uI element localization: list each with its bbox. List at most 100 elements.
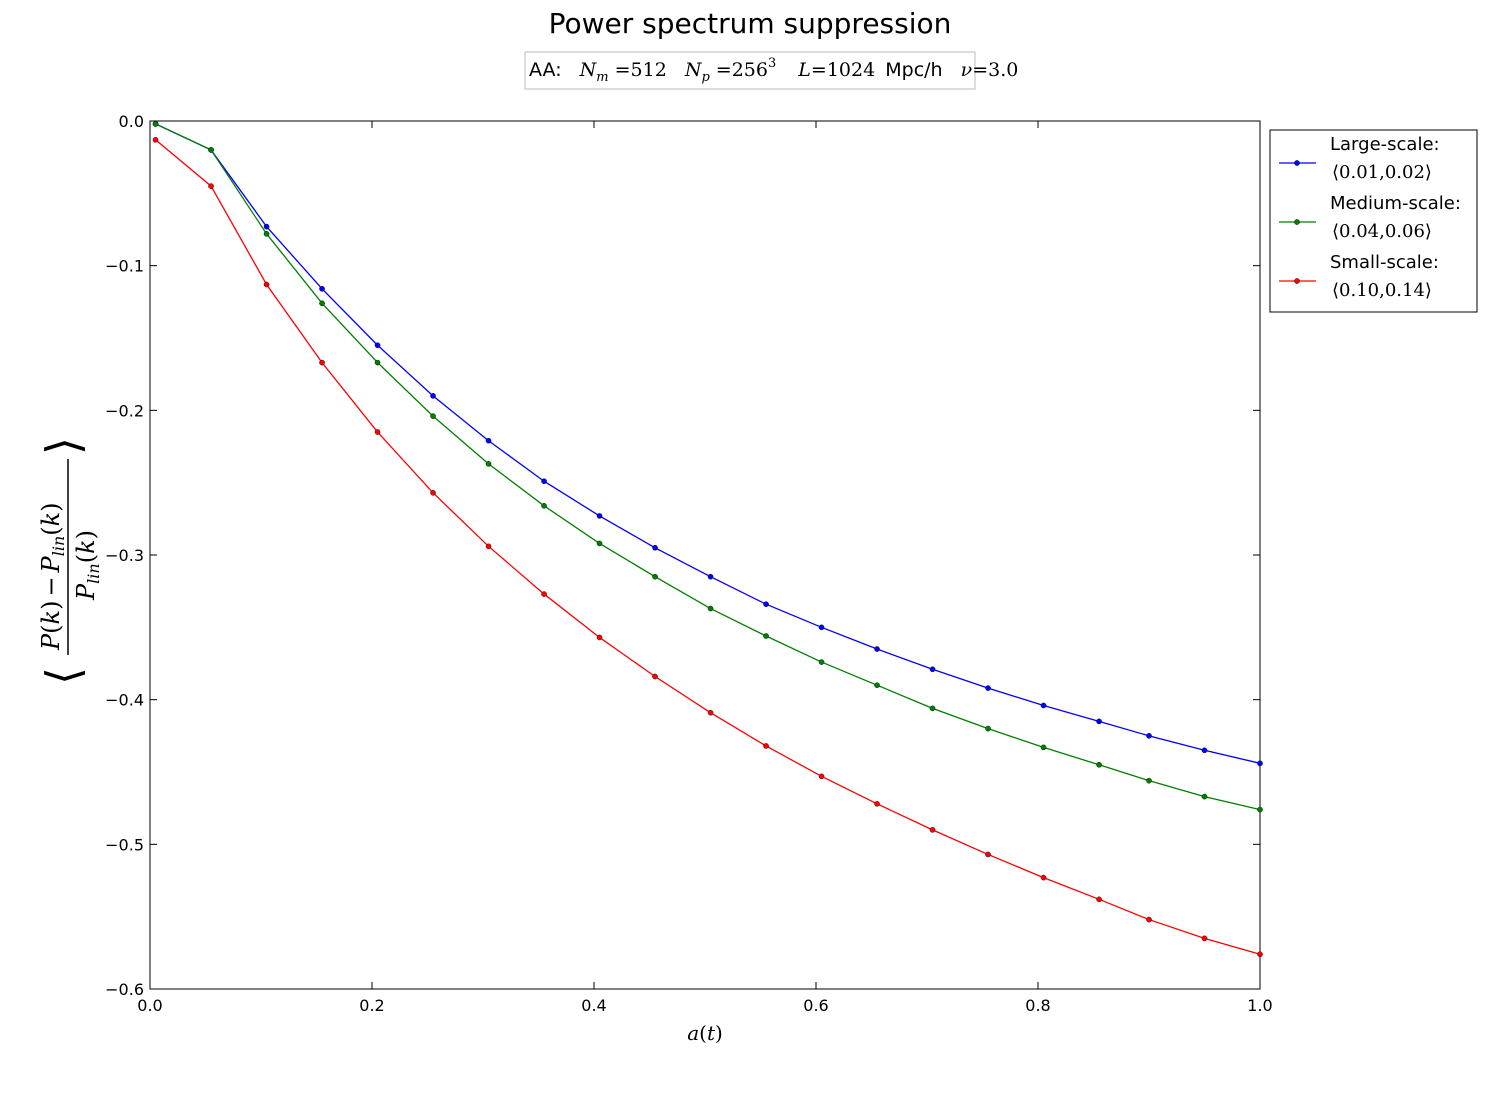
medium-scale-point — [374, 359, 381, 366]
small-scale-point — [929, 827, 936, 833]
small-scale-point — [374, 429, 381, 435]
legend-box — [1269, 129, 1478, 313]
large-scale-point — [874, 646, 880, 652]
y-tick-label: −0.1 — [105, 257, 144, 276]
medium-legend-marker — [1294, 219, 1300, 225]
y-tick-label: −0.6 — [105, 980, 144, 999]
medium-scale-point — [818, 659, 825, 665]
medium-scale-point — [152, 121, 159, 127]
subtitle-unit: Mpc/h — [885, 59, 942, 81]
small-scale-point — [763, 743, 769, 749]
medium-scale-point — [541, 503, 547, 509]
medium-scale-point — [874, 682, 880, 689]
large-scale-point — [485, 437, 492, 444]
small-scale-point — [818, 773, 825, 780]
medium-scale-point — [1201, 793, 1208, 800]
large-scale-point — [818, 624, 825, 631]
y-tick-label: −0.4 — [105, 691, 144, 710]
subtitle-prefix: AA: — [529, 59, 562, 81]
medium-legend-range: ⟨0.04,0.06⟩ — [1332, 221, 1432, 242]
x-tick-label: 0.2 — [359, 996, 384, 1015]
small-scale-point — [1257, 951, 1263, 958]
small-scale-point — [596, 634, 603, 641]
large-scale-point — [1040, 702, 1047, 709]
subtitle-text: AA: Nm =512 Np =2563 L=1024 Mpc/h ν=3.0 — [529, 50, 1018, 85]
small-scale-point — [707, 709, 714, 716]
plot-area — [149, 120, 1261, 990]
ticks: 0.0 0.2 0.4 0.6 0.8 1.0 0.0 −0.1 −0.2 −0.3 −0.4 −0.… — [105, 112, 1273, 1015]
large-scale-point — [319, 286, 325, 292]
medium-scale-point — [1146, 777, 1152, 784]
chart-title: Power spectrum suppression — [549, 7, 952, 40]
large-scale-point — [1257, 760, 1263, 767]
legend: Large-scale: ⟨0.01,0.02⟩ Medium-scale: ⟨0.0… — [1269, 129, 1478, 313]
small-scale-point — [652, 673, 658, 680]
small-scale-point — [1040, 874, 1047, 881]
small-scale-point — [541, 591, 547, 597]
large-scale-point — [929, 666, 936, 673]
large-legend-marker — [1294, 160, 1300, 166]
medium-scale-point — [707, 605, 714, 612]
series-layer — [152, 121, 1263, 958]
small-legend-range: ⟨0.10,0.14⟩ — [1332, 280, 1432, 301]
medium-scale-point — [1040, 744, 1047, 751]
small-scale-point — [1201, 935, 1208, 942]
small-scale-point — [208, 183, 214, 189]
large-scale-point — [763, 601, 769, 607]
y-tick-label: −0.3 — [105, 546, 144, 565]
svg-text:⟨: ⟨ — [36, 667, 90, 685]
small-scale-point — [874, 801, 880, 807]
medium-scale-point — [208, 147, 214, 153]
medium-scale-point — [1257, 806, 1263, 813]
x-axis-label: a(t) — [687, 1021, 723, 1045]
svg-text:Plin(k): Plin(k) — [72, 530, 103, 601]
large-legend-range: ⟨0.01,0.02⟩ — [1332, 162, 1432, 183]
large-scale-point — [430, 393, 436, 399]
medium-scale-point — [263, 231, 270, 237]
large-scale-point — [374, 342, 381, 349]
small-scale-point — [152, 137, 159, 143]
x-tick-label: 0.4 — [581, 996, 606, 1015]
medium-scale-point — [319, 300, 325, 307]
y-tick-label: −0.2 — [105, 401, 144, 420]
medium-scale-point — [985, 725, 991, 732]
y-axis-label: ⟨ P(k)−Plin(k) Plin(k) ⟩ — [36, 437, 103, 685]
medium-scale-point — [1096, 761, 1102, 768]
x-tick-label: 0.0 — [137, 996, 162, 1015]
small-scale-point — [430, 489, 436, 496]
large-scale-point — [1146, 733, 1152, 739]
small-scale-point — [319, 359, 325, 366]
small-legend-marker — [1294, 278, 1300, 284]
large-scale-point — [541, 478, 547, 485]
small-scale-point — [485, 543, 492, 550]
large-scale-point — [1096, 718, 1102, 725]
medium-scale-point — [652, 573, 658, 580]
x-tick-label: 0.8 — [1025, 996, 1050, 1015]
large-scale-point — [263, 223, 270, 230]
medium-legend-name: Medium-scale: — [1330, 193, 1461, 214]
small-scale-point — [1146, 916, 1152, 923]
medium-scale-point — [485, 461, 492, 467]
medium-scale-point — [929, 705, 936, 712]
x-tick-label: 1.0 — [1247, 996, 1272, 1015]
subtitle-box-size: 1024 — [827, 59, 875, 81]
large-scale-point — [985, 685, 991, 691]
small-scale-point — [1096, 896, 1102, 903]
subtitle-box — [524, 51, 976, 90]
large-scale-point — [652, 544, 658, 551]
y-tick-label: −0.5 — [105, 835, 144, 854]
large-scale-point — [596, 513, 603, 519]
large-scale-point — [707, 573, 714, 580]
medium-scale-point — [763, 633, 769, 639]
small-scale-point — [263, 281, 270, 288]
small-scale-point — [985, 851, 991, 858]
medium-scale-point — [596, 540, 603, 547]
subtitle-np-exp: 3 — [768, 56, 776, 71]
svg-text:⟩: ⟩ — [36, 437, 90, 455]
medium-scale-point — [430, 413, 436, 419]
small-legend-name: Small-scale: — [1330, 252, 1439, 273]
large-scale-point — [1201, 747, 1208, 754]
subtitle-np-base: 256 — [732, 59, 768, 81]
subtitle-nm: 512 — [631, 59, 667, 81]
